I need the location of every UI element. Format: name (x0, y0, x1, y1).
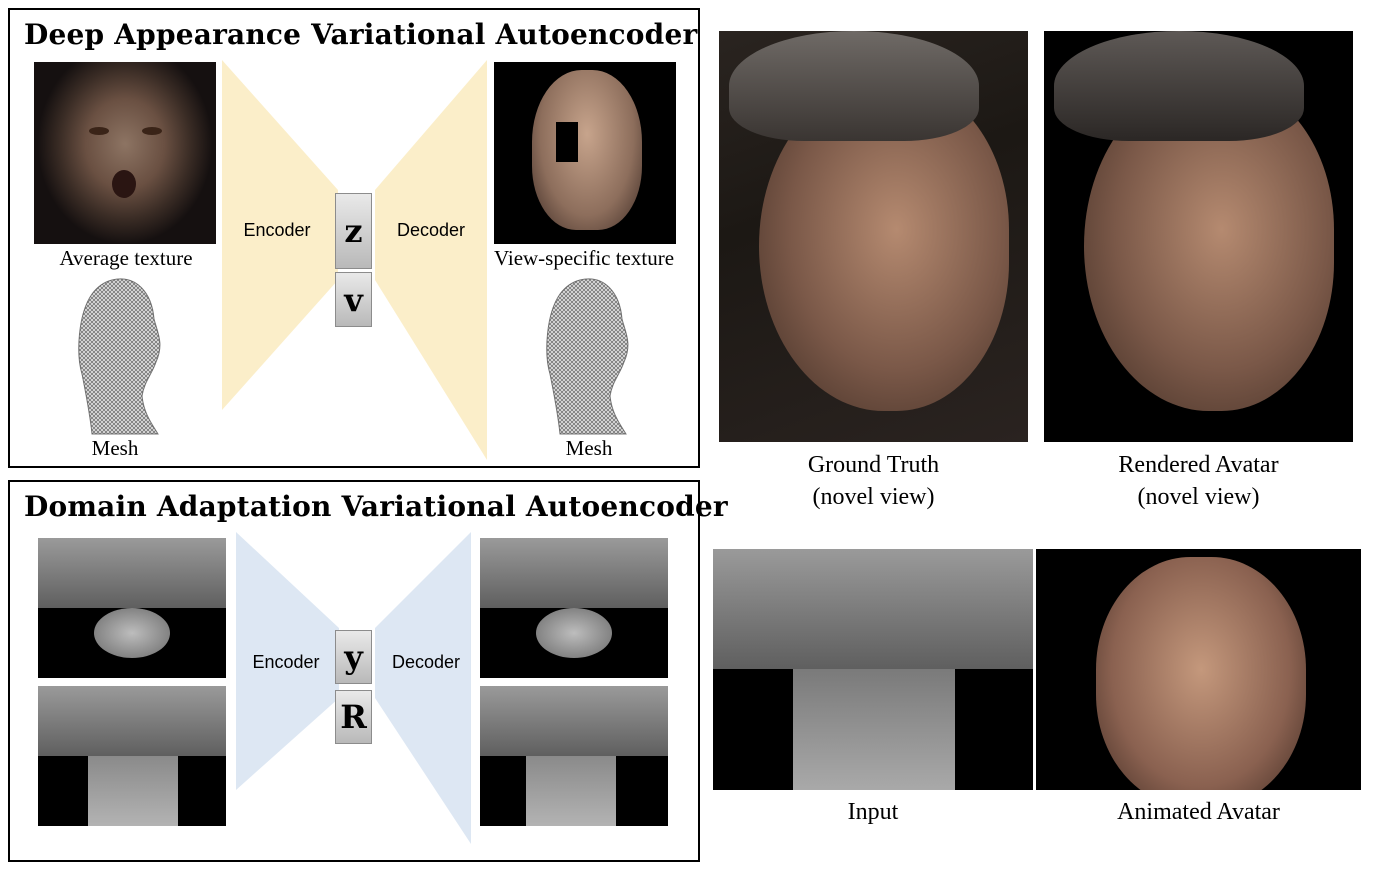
view-specific-texture-face (532, 70, 642, 230)
input-image-mouth (793, 669, 955, 790)
average-texture-eye-left (89, 127, 109, 135)
bottom-right-headset-image-1-eyes (480, 538, 668, 608)
top-encoder-label: Encoder (243, 220, 311, 240)
top-decoder-label: Decoder (396, 220, 466, 240)
rendered-avatar-caption: Rendered Avatar (novel view) (1044, 449, 1353, 513)
animated-avatar-caption: Animated Avatar (1117, 799, 1280, 825)
rendered-avatar-hair (1054, 31, 1304, 141)
bottom-left-headset-image-1-mouth (94, 608, 170, 658)
ground-truth-caption: Ground Truth (novel view) (719, 449, 1028, 513)
top-encoder-shape (222, 60, 338, 410)
bottom-left-headset-image-2 (38, 686, 226, 826)
bottom-decoder-shape (375, 532, 471, 844)
animated-avatar-image (1036, 549, 1361, 790)
deep-appearance-vae-panel: Deep Appearance Variational Autoencoder … (8, 8, 700, 468)
ground-truth-caption-line1: Ground Truth (807, 452, 940, 478)
bottom-left-headset-image-2-eyes (38, 686, 226, 756)
view-specific-texture-occlusion (556, 122, 578, 162)
rendered-avatar-image (1044, 31, 1353, 442)
view-specific-texture-label: View-specific texture (493, 246, 675, 270)
average-texture-mouth (112, 170, 136, 198)
bottom-decoder-label: Decoder (391, 652, 461, 672)
mesh-left-label: Mesh (91, 436, 139, 460)
rendered-avatar-caption-line2: (novel view) (1137, 484, 1260, 510)
bottom-encoder-shape (236, 532, 339, 790)
bottom-right-headset-image-2-mouth (526, 756, 616, 826)
ground-truth-caption-line2: (novel view) (812, 484, 935, 510)
average-texture-label: Average texture (59, 246, 193, 270)
input-caption: Input (847, 799, 899, 825)
ground-truth-hair (729, 31, 979, 141)
latent-z-box: z (335, 193, 372, 269)
mesh-right-label: Mesh (565, 436, 613, 460)
view-specific-texture-image (494, 62, 676, 244)
domain-adaptation-vae-title: Domain Adaptation Variational Autoencode… (24, 490, 728, 523)
bottom-right-headset-image-1-mouth (536, 608, 612, 658)
deep-appearance-vae-title: Deep Appearance Variational Autoencoder (24, 18, 698, 51)
ground-truth-image (719, 31, 1028, 442)
latent-r-box: R (335, 690, 372, 744)
top-decoder-shape (375, 60, 487, 460)
bottom-encoder-label: Encoder (252, 652, 320, 672)
mesh-left-image (78, 278, 161, 435)
animated-avatar-face (1096, 557, 1306, 790)
bottom-right-headset-image-1 (480, 538, 668, 678)
bottom-right-headset-image-2-eyes (480, 686, 668, 756)
bottom-left-headset-image-1-eyes (38, 538, 226, 608)
bottom-left-headset-image-2-mouth (88, 756, 178, 826)
latent-v-box: v (335, 272, 372, 327)
latent-y-box: y (335, 630, 372, 684)
bottom-right-headset-image-2 (480, 686, 668, 826)
domain-adaptation-vae-panel: Domain Adaptation Variational Autoencode… (8, 480, 728, 862)
average-texture-eye-right (142, 127, 162, 135)
input-image (713, 549, 1033, 790)
mesh-right-image (546, 278, 629, 435)
average-texture-image (34, 62, 216, 244)
bottom-left-headset-image-1 (38, 538, 226, 678)
rendered-avatar-caption-line1: Rendered Avatar (1118, 452, 1279, 478)
input-image-eyes (713, 549, 1033, 669)
